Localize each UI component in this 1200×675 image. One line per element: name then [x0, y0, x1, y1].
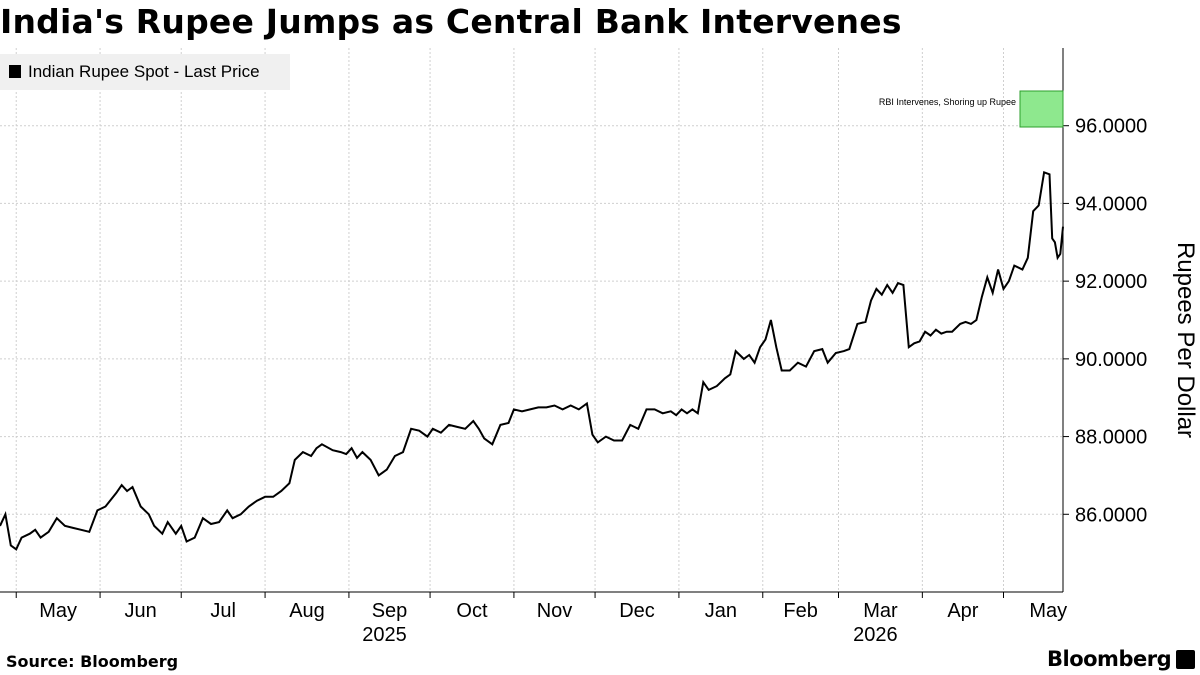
series-line-rupee-spot	[0, 170, 1064, 551]
x-tick-label: Feb	[783, 600, 817, 622]
x-tick-label: Nov	[537, 600, 573, 622]
x-tick-label: Jun	[125, 600, 157, 622]
chart-title: India's Rupee Jumps as Central Bank Inte…	[0, 2, 902, 41]
legend-label: Indian Rupee Spot - Last Price	[28, 62, 260, 81]
x-tick-label: Mar	[863, 600, 898, 622]
y-tick-label: 86.0000	[1075, 504, 1147, 526]
x-year-label: 2026	[853, 624, 898, 646]
x-tick-label: Oct	[456, 600, 488, 622]
y-tick-label: 94.0000	[1075, 193, 1147, 215]
y-tick-label: 88.0000	[1075, 427, 1147, 449]
legend-swatch	[9, 65, 21, 78]
x-tick-label: Sep	[372, 600, 408, 622]
x-tick-label: Jan	[705, 600, 737, 622]
x-tick-label: May	[39, 600, 77, 622]
x-tick-label: Apr	[947, 600, 978, 622]
legend: Indian Rupee Spot - Last Price	[0, 54, 290, 90]
y-axis-label: Rupees Per Dollar	[1172, 242, 1199, 438]
x-tick-label: Jul	[210, 600, 236, 622]
x-tick-label: May	[1029, 600, 1067, 622]
y-tick-label: 90.0000	[1075, 349, 1147, 371]
x-tick-labels: May Jun Jul Aug Sep Oct Nov Dec Jan Feb Mar Apr May 2…	[39, 600, 1067, 646]
y-tick-label: 96.0000	[1075, 116, 1147, 138]
bloomberg-terminal-icon	[1176, 650, 1195, 669]
x-tick-label: Aug	[289, 600, 325, 622]
source-note: Source: Bloomberg	[6, 652, 179, 671]
y-tick-label: 92.0000	[1075, 271, 1147, 293]
annotation-text: RBI Intervenes, Shoring up Rupee	[879, 97, 1016, 107]
axes	[0, 48, 1069, 598]
x-year-label: 2025	[362, 624, 407, 646]
bloomberg-logo: Bloomberg	[1047, 647, 1172, 671]
annotation-highlight	[1019, 90, 1064, 128]
gridlines	[0, 48, 1063, 592]
y-tick-labels: 86.0000 88.0000 90.0000 92.0000 94.0000 96.00…	[1075, 116, 1147, 527]
x-tick-label: Dec	[619, 600, 655, 622]
